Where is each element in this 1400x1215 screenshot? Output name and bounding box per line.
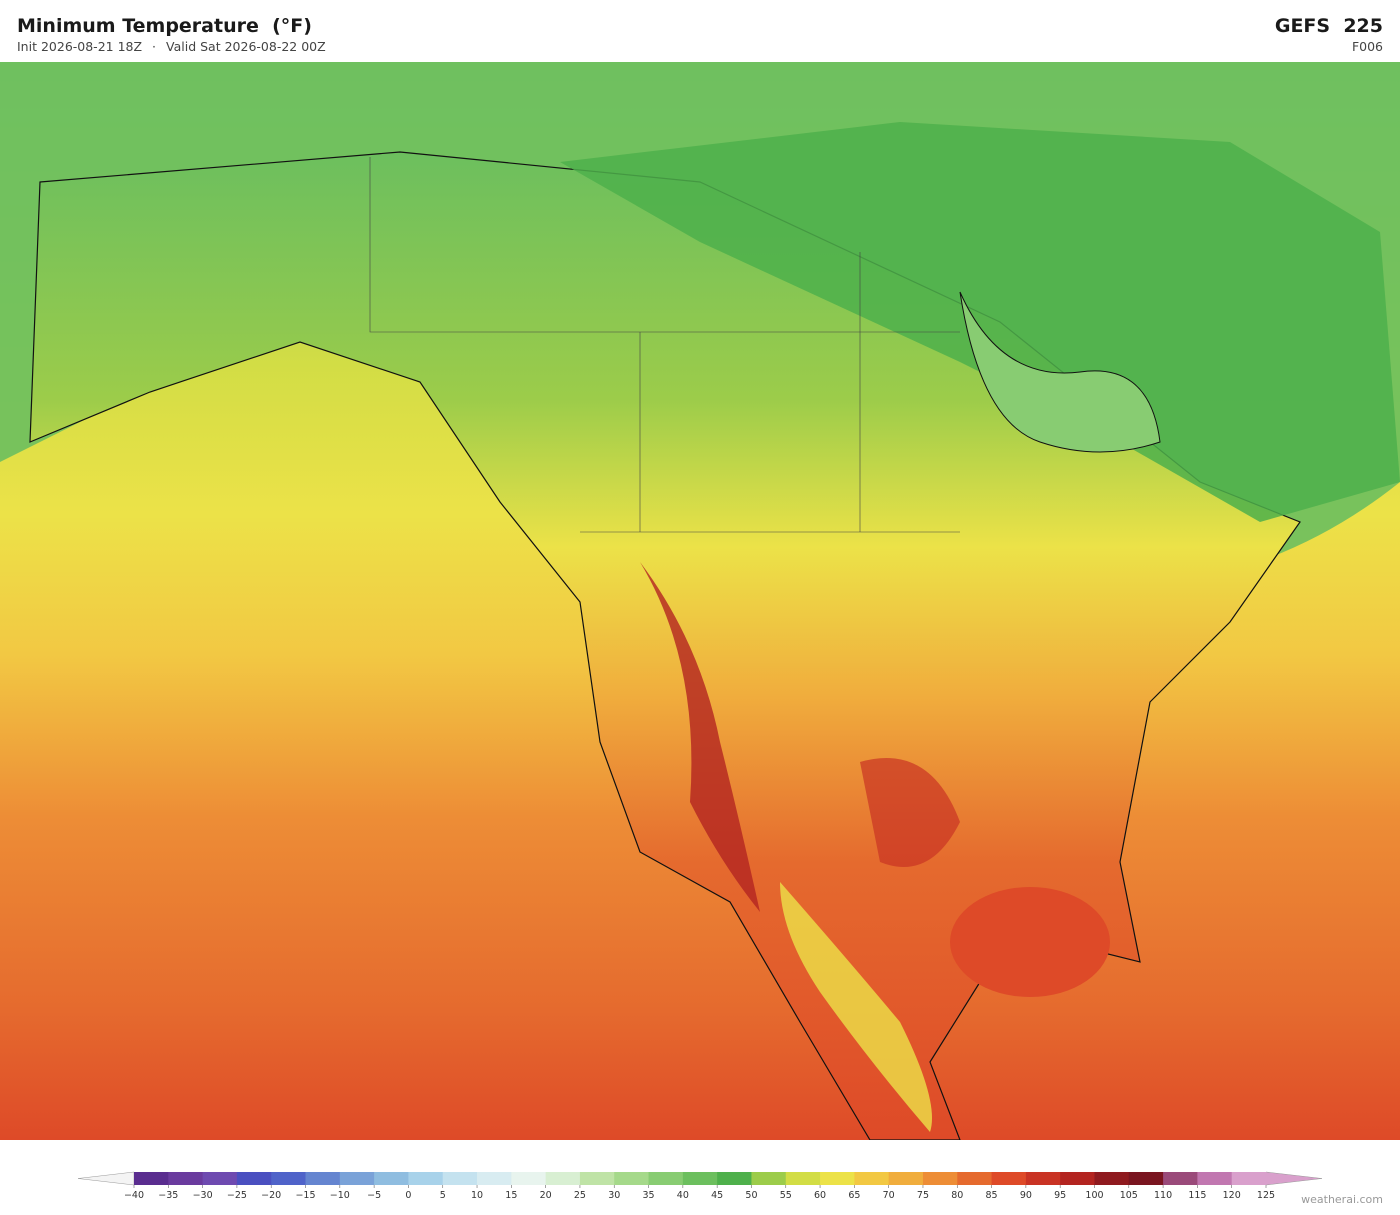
- borders: [369, 157, 960, 533]
- tick-label: 120: [1223, 1190, 1241, 1200]
- tick-label: 30: [608, 1190, 620, 1200]
- title: Minimum Temperature (°F): [17, 15, 312, 37]
- hot-southwest: [640, 562, 760, 912]
- mexico-highlands: [780, 882, 932, 1132]
- colorbar-segment: [305, 1172, 341, 1185]
- colorbar: −40 −35 −30 −25 −20 −15 −10 −5 0 5 10 15 20 25 30 35 40 4…: [77, 1171, 1323, 1200]
- colorbar-segment: [408, 1172, 444, 1185]
- colorbar-over: [1265, 1171, 1323, 1186]
- colorbar-segment: [957, 1172, 993, 1185]
- colorbar-segment: [271, 1172, 307, 1185]
- tick-label: 25: [574, 1190, 586, 1200]
- colorbar-segment: [888, 1172, 924, 1185]
- tick-label: 95: [1054, 1190, 1066, 1200]
- colorbar-segment: [751, 1172, 787, 1185]
- tick-label: 45: [711, 1190, 723, 1200]
- tick-label: −5: [367, 1190, 381, 1200]
- colorbar-segment: [785, 1172, 821, 1185]
- tick-label: 100: [1085, 1190, 1103, 1200]
- valid-time: Valid Sat 2026-08-22 00Z: [166, 39, 326, 54]
- colorbar-segment: [202, 1172, 238, 1185]
- colorbar-segment: [682, 1172, 718, 1185]
- colorbar-segment: [854, 1172, 890, 1185]
- colorbar-segment: [614, 1172, 650, 1185]
- tick-label: −20: [261, 1190, 281, 1200]
- colorbar-segment: [820, 1172, 855, 1185]
- tick-label: 70: [883, 1190, 895, 1200]
- tick-label: 35: [642, 1190, 654, 1200]
- tick-label: 80: [951, 1190, 963, 1200]
- colorbar-segment: [168, 1172, 204, 1185]
- colorbar-segment: [1060, 1172, 1095, 1185]
- colorbar-segment: [1231, 1172, 1267, 1185]
- tick-label: 5: [440, 1190, 446, 1200]
- model-name: GEFS 225: [1274, 15, 1383, 37]
- init-time: Init 2026-08-21 18Z: [17, 39, 143, 54]
- tick-label: 90: [1020, 1190, 1032, 1200]
- subtitle: Init 2026-08-21 18Z · Valid Sat 2026-08-22…: [17, 39, 336, 54]
- gulf-of-mexico: [950, 887, 1110, 997]
- colorbar-segment: [579, 1172, 615, 1185]
- tick-label: 55: [780, 1190, 792, 1200]
- tick-label: −15: [295, 1190, 315, 1200]
- colorbar-segment: [648, 1172, 684, 1185]
- colorbar-segment: [511, 1172, 547, 1185]
- tick-label: 10: [471, 1190, 483, 1200]
- tick-label: 85: [986, 1190, 998, 1200]
- tick-label: −35: [158, 1190, 178, 1200]
- colorbar-segment: [442, 1172, 478, 1185]
- tick-label: 20: [540, 1190, 552, 1200]
- map: [0, 62, 1400, 1140]
- tick-label: 75: [917, 1190, 929, 1200]
- colorbar-segment: [477, 1172, 512, 1185]
- tick-label: 50: [745, 1190, 757, 1200]
- colorbar-segment: [545, 1172, 581, 1185]
- tick-label: 115: [1188, 1190, 1206, 1200]
- forecast-hour: F006: [1351, 39, 1383, 54]
- hudson-bay: [959, 291, 1161, 453]
- colorbar-segment: [374, 1172, 409, 1185]
- colorbar-segment: [1025, 1172, 1061, 1185]
- tick-label: 65: [848, 1190, 860, 1200]
- colorbar-segment: [236, 1172, 272, 1185]
- hot-plains: [860, 758, 960, 867]
- colorbar-segment: [1197, 1172, 1233, 1185]
- tick-label: 125: [1257, 1190, 1275, 1200]
- colorbar-segment: [1128, 1172, 1164, 1185]
- tick-label: 15: [505, 1190, 517, 1200]
- colorbar-segment: [339, 1172, 375, 1185]
- separator: ·: [152, 39, 157, 54]
- colorbar-segment: [991, 1172, 1027, 1185]
- tick-label: −25: [227, 1190, 247, 1200]
- colorbar-segment: [134, 1172, 169, 1185]
- tick-label: 110: [1154, 1190, 1172, 1200]
- tick-label: 105: [1120, 1190, 1138, 1200]
- colorbar-segment: [717, 1172, 752, 1185]
- tick-label: −10: [330, 1190, 350, 1200]
- colorbar-segment: [922, 1172, 958, 1185]
- colorbar-under: [77, 1171, 135, 1186]
- tick-label: 0: [405, 1190, 411, 1200]
- tick-label: −30: [193, 1190, 213, 1200]
- tick-label: 40: [677, 1190, 689, 1200]
- tick-label: 60: [814, 1190, 826, 1200]
- tick-label: −40: [124, 1190, 144, 1200]
- northern-canada: [560, 122, 1400, 522]
- watermark: weatherai.com: [1301, 1193, 1383, 1206]
- colorbar-segment: [1163, 1172, 1198, 1185]
- colorbar-segment: [1094, 1172, 1130, 1185]
